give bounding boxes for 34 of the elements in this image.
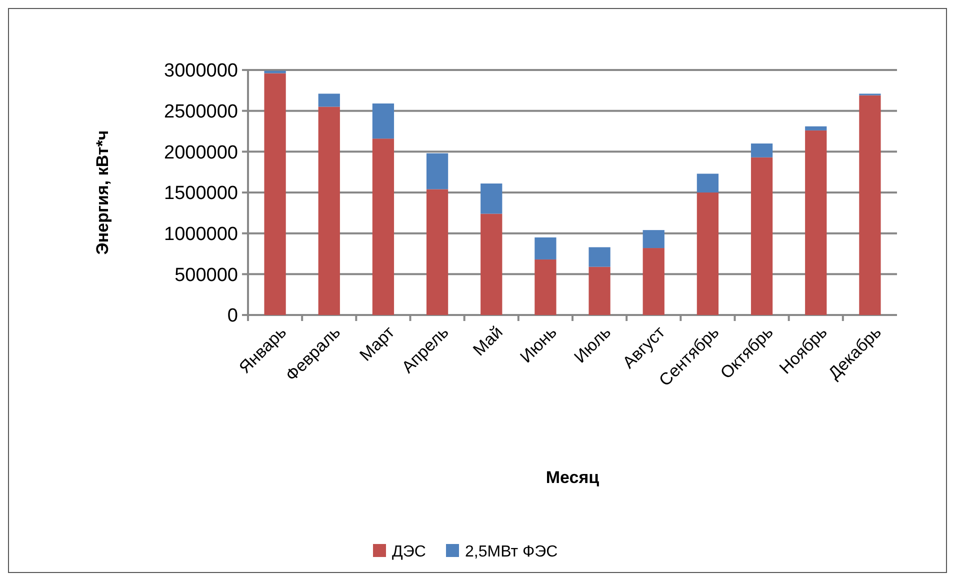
bar	[480, 214, 502, 315]
bar	[642, 230, 664, 248]
bar	[426, 189, 448, 315]
bar	[426, 153, 448, 190]
bar	[264, 73, 286, 315]
bar	[318, 94, 340, 107]
bar	[750, 157, 773, 315]
bar	[318, 106, 340, 315]
y-tick-label: 2000000	[164, 142, 238, 164]
x-axis-title: Месяц	[546, 468, 600, 487]
legend-label: ДЭС	[392, 544, 426, 561]
y-tick-label: 500000	[174, 264, 238, 286]
y-tick-label: 3000000	[164, 60, 238, 82]
y-tick-label: 0	[227, 306, 238, 327]
bar	[264, 70, 286, 74]
y-tick-label: 1500000	[164, 183, 238, 204]
legend-label: 2,5МВт ФЭС	[465, 544, 558, 561]
y-axis-title: Энергия, кВт*ч	[93, 130, 112, 255]
bar	[372, 103, 394, 139]
bar	[696, 192, 719, 315]
bar	[642, 248, 664, 315]
bar	[805, 130, 827, 315]
bar	[750, 144, 773, 158]
bar	[480, 184, 502, 214]
y-tick-label: 2500000	[164, 101, 238, 122]
bar	[534, 259, 556, 315]
bar	[696, 174, 719, 192]
bar	[588, 247, 610, 267]
bar	[534, 237, 556, 260]
bar	[588, 266, 610, 315]
bar	[859, 95, 881, 315]
bar	[805, 126, 827, 130]
y-tick-label: 1000000	[164, 224, 238, 245]
bar	[372, 138, 394, 315]
